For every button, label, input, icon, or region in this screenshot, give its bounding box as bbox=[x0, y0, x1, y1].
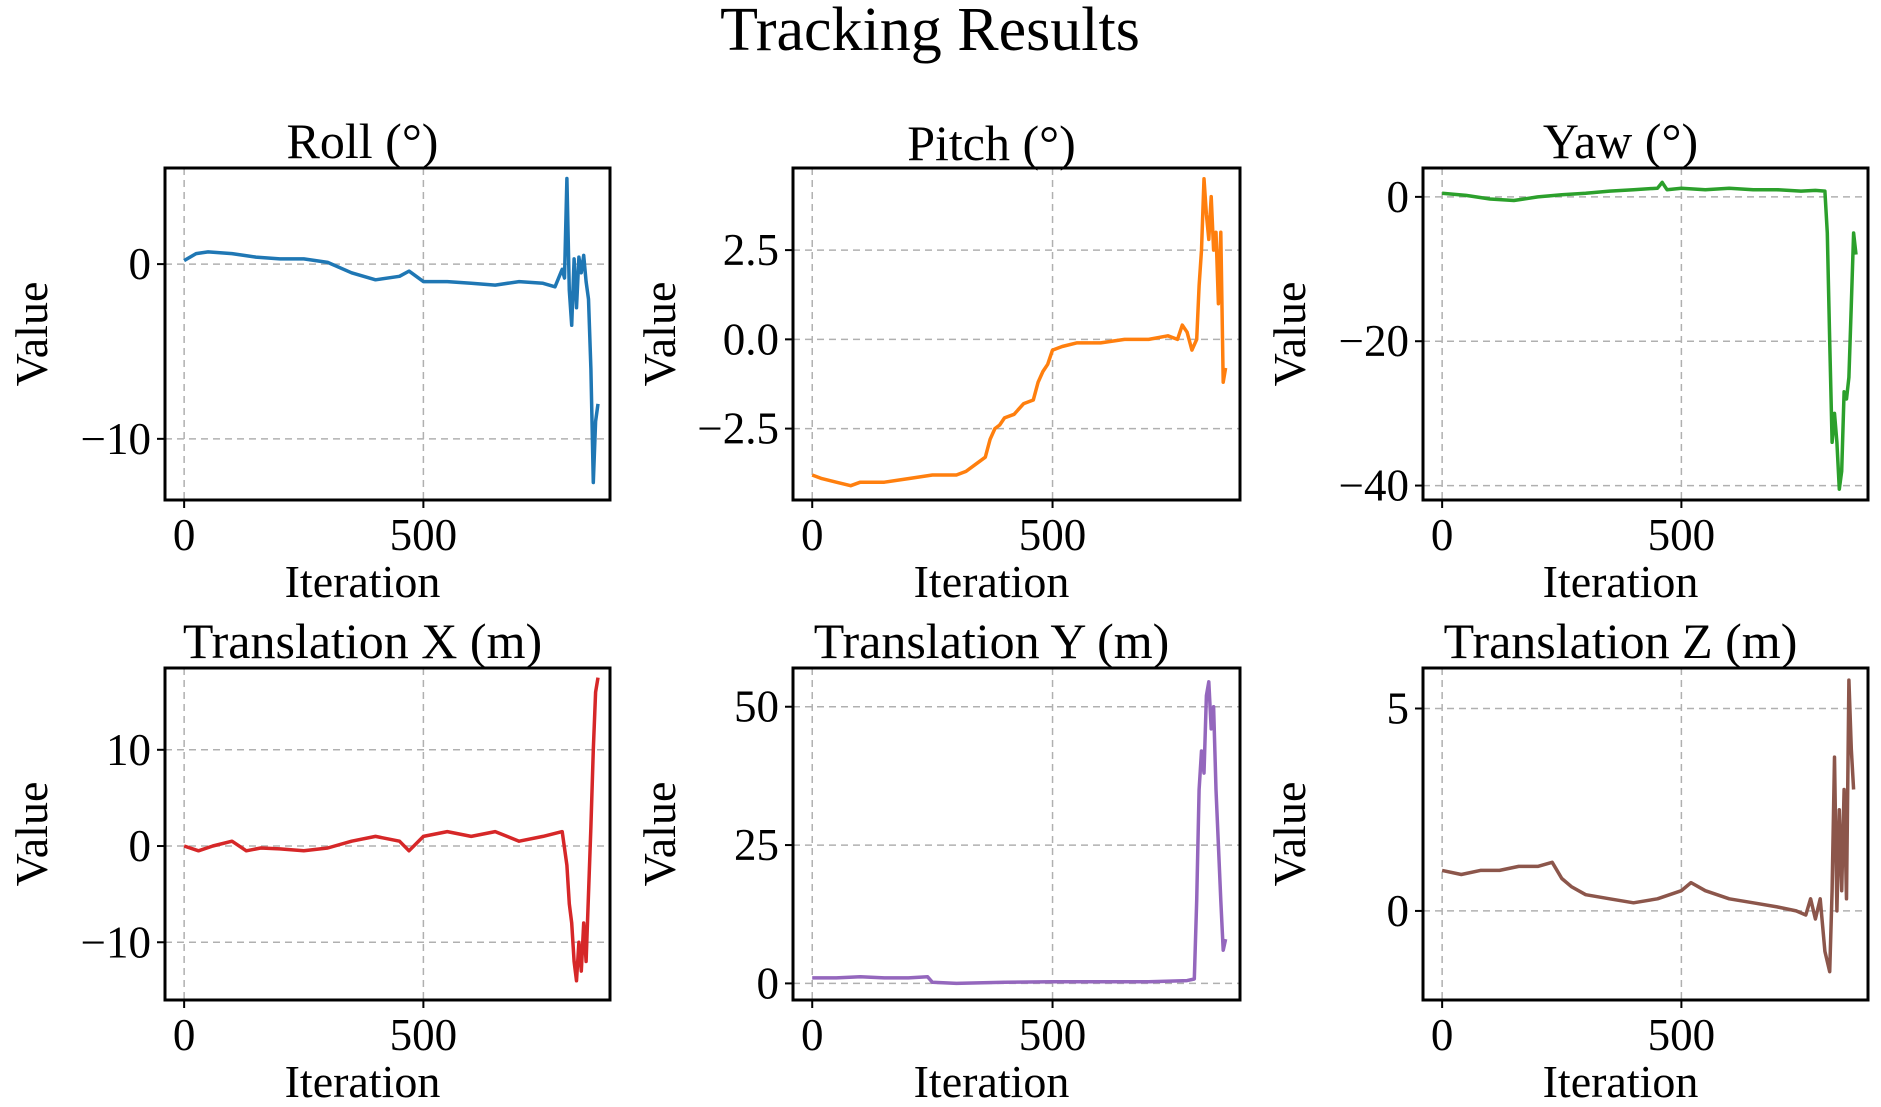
pitch-xtick-label: 500 bbox=[1019, 510, 1087, 560]
translation-y-series-line bbox=[812, 680, 1228, 986]
yaw-panel-title: Yaw (°) bbox=[1543, 113, 1698, 169]
yaw-xtick-label: 0 bbox=[1431, 510, 1454, 560]
translation-x-ytick-label: 0 bbox=[129, 821, 152, 871]
pitch-series-line bbox=[811, 176, 1228, 488]
translation-x-ytick-label: −10 bbox=[81, 917, 151, 967]
yaw-series-line bbox=[1441, 180, 1858, 491]
yaw-xtick-label: 500 bbox=[1648, 510, 1716, 560]
pitch-axes-frame bbox=[791, 166, 1242, 502]
yaw-ytick-label: 0 bbox=[1387, 172, 1410, 222]
figure-title: Tracking Results bbox=[720, 0, 1140, 64]
translation-y-panel-title: Translation Y (m) bbox=[814, 613, 1170, 669]
translation-y-xtick-label: 0 bbox=[801, 1010, 824, 1060]
pitch-yaxis-label: Value bbox=[634, 282, 685, 387]
pitch-xtick-label: 0 bbox=[801, 510, 824, 560]
translation-x-xtick-label: 0 bbox=[173, 1010, 196, 1060]
translation-z-panel: 0 500 5 0 Translation Z (m) Iteration Value bbox=[1264, 613, 1870, 1107]
roll-yaxis-label: Value bbox=[6, 282, 57, 387]
pitch-ytick-label: 0.0 bbox=[723, 314, 779, 364]
translation-y-ytick-label: 0 bbox=[757, 958, 780, 1008]
translation-x-panel: 0 500 10 0 −10 Translation X (m) Iteration Valu… bbox=[6, 613, 612, 1107]
translation-z-axes-frame bbox=[1421, 666, 1870, 1002]
translation-z-ytick-label: 0 bbox=[1387, 886, 1410, 936]
translation-x-axes-frame bbox=[163, 666, 612, 1002]
translation-z-yaxis-label: Value bbox=[1264, 782, 1315, 887]
translation-x-panel-title: Translation X (m) bbox=[183, 613, 542, 669]
translation-y-xaxis-label: Iteration bbox=[914, 1056, 1070, 1107]
pitch-ytick-label: 2.5 bbox=[723, 225, 779, 275]
translation-y-ytick-label: 25 bbox=[734, 820, 779, 870]
roll-xtick-label: 0 bbox=[173, 510, 196, 560]
pitch-panel: 0 500 2.5 0.0 −2.5 Pitch (°) Iteration Value bbox=[634, 115, 1242, 607]
translation-x-xaxis-label: Iteration bbox=[285, 1056, 441, 1107]
roll-panel-title: Roll (°) bbox=[287, 113, 439, 169]
translation-z-panel-title: Translation Z (m) bbox=[1444, 613, 1798, 669]
translation-z-xaxis-label: Iteration bbox=[1543, 1056, 1699, 1107]
roll-ytick-label: −10 bbox=[81, 414, 151, 464]
yaw-panel: 0 500 0 −20 −40 Yaw (°) Iteration Value bbox=[1264, 113, 1870, 607]
translation-z-xtick-label: 0 bbox=[1431, 1010, 1454, 1060]
translation-y-panel: 0 500 50 25 0 Translation Y (m) Iteration Value bbox=[634, 613, 1242, 1107]
pitch-xaxis-label: Iteration bbox=[914, 556, 1070, 607]
roll-axes-frame bbox=[163, 166, 612, 502]
translation-y-xtick-label: 500 bbox=[1019, 1010, 1087, 1060]
translation-x-series-line bbox=[183, 677, 600, 983]
pitch-panel-title: Pitch (°) bbox=[907, 115, 1076, 171]
translation-z-xtick-label: 500 bbox=[1648, 1010, 1716, 1060]
yaw-yaxis-label: Value bbox=[1264, 282, 1315, 387]
roll-xtick-label: 500 bbox=[390, 510, 458, 560]
translation-y-yaxis-label: Value bbox=[634, 782, 685, 887]
translation-z-series-line bbox=[1441, 678, 1856, 974]
translation-x-yaxis-label: Value bbox=[6, 782, 57, 887]
roll-series-line bbox=[183, 176, 600, 485]
translation-z-ytick-label: 5 bbox=[1387, 683, 1410, 733]
translation-x-xtick-label: 500 bbox=[390, 1010, 458, 1060]
yaw-xaxis-label: Iteration bbox=[1543, 556, 1699, 607]
yaw-axes-frame bbox=[1421, 166, 1870, 502]
pitch-ytick-label: −2.5 bbox=[697, 404, 779, 454]
yaw-ytick-label: −20 bbox=[1339, 316, 1409, 366]
roll-ytick-label: 0 bbox=[129, 239, 152, 289]
roll-xaxis-label: Iteration bbox=[285, 556, 441, 607]
translation-y-axes-frame bbox=[791, 666, 1242, 1002]
translation-y-ytick-label: 50 bbox=[734, 682, 779, 732]
translation-x-ytick-label: 10 bbox=[106, 725, 151, 775]
yaw-ytick-label: −40 bbox=[1339, 461, 1409, 511]
roll-panel: 0 500 0 −10 Roll (°) Iteration Value bbox=[6, 113, 612, 607]
